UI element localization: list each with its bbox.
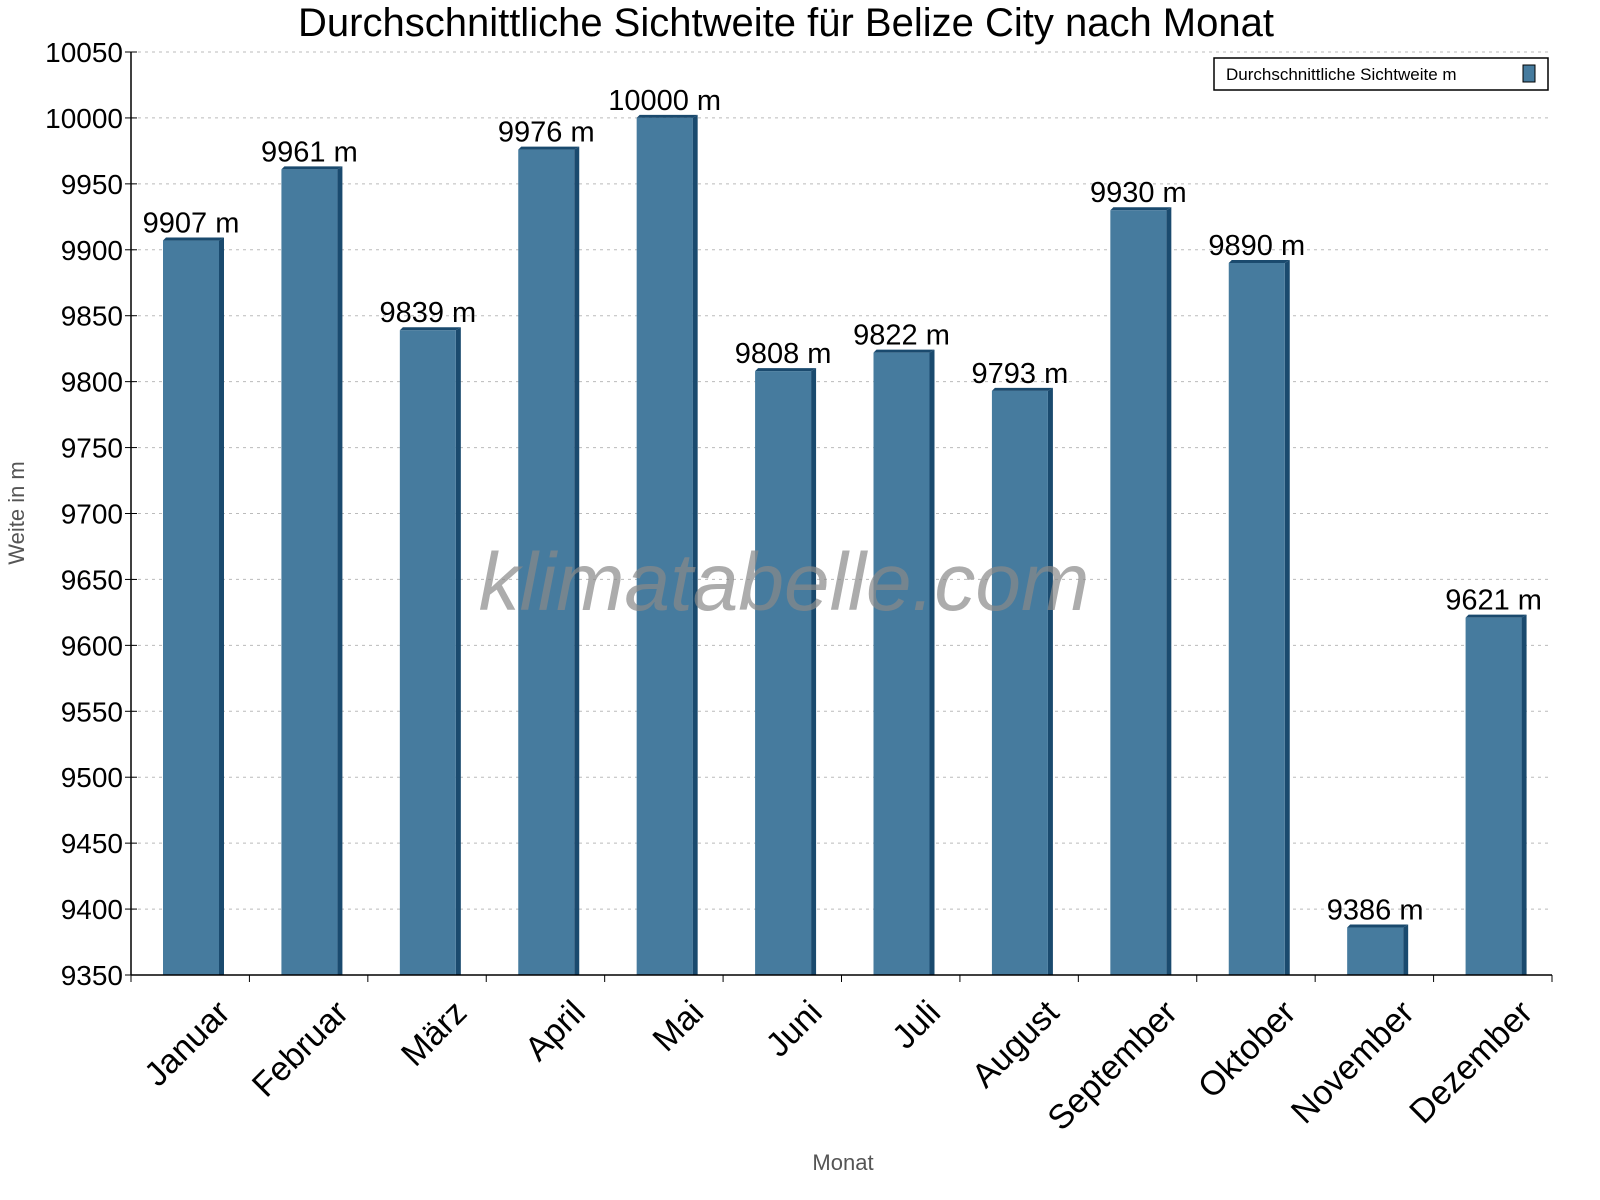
x-tick-label: Mai [646,993,712,1059]
bar-side [337,166,343,976]
x-tick-label: November [1284,993,1422,1131]
bars: 9907 m 9961 m 9839 m 9976 m 10000 m 9808 m 982… [143,85,1542,976]
chart-title: Durchschnittliche Sichtweite für Belize … [298,1,1274,45]
bar [518,149,575,975]
bar [873,352,930,975]
x-tick-label: Juni [759,993,830,1064]
data-label: 10000 m [608,85,721,117]
data-label: 9976 m [498,117,595,149]
bar [636,117,693,975]
y-tick-label: 10000 [45,103,123,134]
data-label: 9793 m [972,358,1069,390]
bar [991,390,1048,975]
bar-top [1465,614,1527,618]
watermark: klimatabelle.com [479,537,1090,628]
data-label: 9930 m [1090,177,1187,209]
y-tick-label: 9950 [61,169,123,200]
legend: Durchschnittliche Sichtweite m [1213,57,1549,91]
y-tick-label: 9700 [61,499,123,530]
bar-side [574,146,580,975]
data-label: 9386 m [1327,895,1424,927]
data-label: 9822 m [853,320,950,352]
bar-side [692,114,698,975]
bar-top [991,387,1053,391]
y-tick-label: 9500 [61,762,123,793]
y-tick-label: 9550 [61,696,123,727]
bar [399,330,456,975]
bar-top [1347,924,1409,928]
data-label: 9890 m [1208,230,1305,262]
x-tick-label: Dezember [1402,993,1540,1131]
bar-side [1521,614,1527,975]
bar-top [399,327,461,331]
data-label: 9907 m [143,208,240,240]
y-tick-label: 9400 [61,894,123,925]
bar-side [219,237,224,975]
bar-top [281,166,343,170]
y-tick-label: 9600 [61,630,123,661]
x-tick-label: August [965,993,1067,1095]
x-tick-label: Juli [885,993,948,1056]
bar [1465,617,1522,975]
y-tick-label: 9450 [61,828,123,859]
gridlines [131,51,1552,910]
y-tick-label: 9850 [61,301,123,332]
y-tick-label: 9350 [61,960,123,991]
bar-side [455,327,461,975]
bar-top [518,146,580,150]
x-axis-label: Monat [812,1150,873,1175]
bar-top [163,237,224,241]
x-tick-label: Januar [137,993,237,1093]
bar [755,371,812,975]
bar-side [811,368,817,975]
y-tick-label: 9800 [61,367,123,398]
y-tick-label: 10050 [45,37,123,68]
y-tick-label: 9900 [61,235,123,266]
data-label: 9839 m [379,297,476,329]
data-label: 9621 m [1445,585,1542,617]
bar-top [873,349,935,353]
legend-label: Durchschnittliche Sichtweite m [1226,65,1457,84]
bar-side [1047,387,1053,975]
bar-side [1403,924,1409,975]
x-tick-label: März [394,993,474,1073]
bar [1110,210,1167,975]
y-tick-label: 9750 [61,433,123,464]
bar-side [1284,259,1290,975]
x-tick-label: September [1040,993,1184,1137]
bar [1228,262,1285,975]
bar-side [929,349,935,975]
legend-swatch [1522,64,1536,83]
bar-top [755,368,817,372]
data-label: 9808 m [735,338,832,370]
y-tick-label: 9650 [61,564,123,595]
bar [281,169,338,976]
data-label: 9961 m [261,136,358,168]
bar [163,240,219,975]
bar-top [1110,207,1172,211]
y-axis-label: Weite in m [4,461,29,565]
x-tick-label: April [518,993,593,1068]
x-tick-label: Oktober [1191,993,1303,1105]
bar-top [1228,259,1290,263]
x-tick-label: Februar [245,993,356,1104]
bar-top [636,114,698,118]
bar-side [1166,207,1172,975]
bar [1347,927,1404,975]
